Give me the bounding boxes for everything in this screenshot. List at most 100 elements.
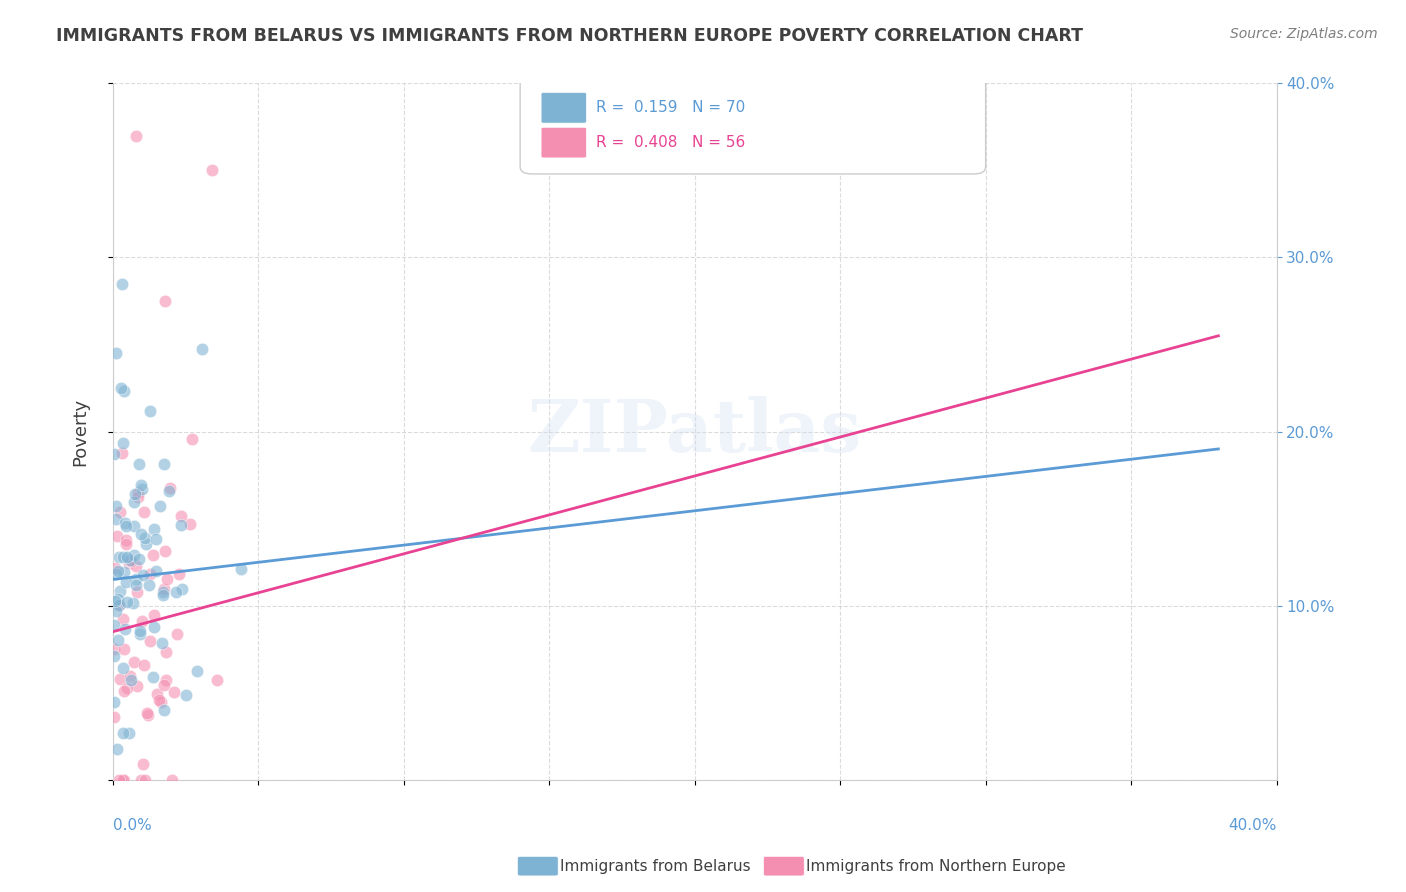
Point (132, 757, 155, 772)
Point (114, 516, 136, 531)
Point (155, 645, 177, 659)
Point (124, 487, 146, 501)
Point (110, 506, 132, 520)
Point (201, 163, 224, 178)
Point (179, 516, 201, 531)
Point (136, 708, 159, 723)
Point (124, 655, 146, 669)
Point (134, 657, 156, 672)
FancyBboxPatch shape (541, 93, 586, 123)
Point (129, 477, 152, 491)
Point (145, 564, 167, 578)
Point (135, 537, 157, 551)
Point (125, 679, 148, 693)
Point (110, 583, 132, 598)
Point (103, 618, 125, 632)
Point (107, 599, 129, 613)
Point (104, 594, 127, 608)
Point (117, 595, 139, 609)
Point (112, 549, 135, 564)
Point (128, 552, 150, 566)
Point (166, 627, 188, 641)
Point (172, 582, 194, 597)
Point (112, 566, 135, 580)
Point (152, 457, 174, 471)
Point (160, 772, 183, 787)
Point (143, 522, 166, 536)
Point (118, 726, 141, 740)
Point (156, 572, 179, 586)
Point (104, 603, 127, 617)
Point (127, 485, 149, 500)
Point (125, 578, 148, 592)
Point (108, 549, 131, 564)
Point (103, 649, 125, 664)
Point (229, 562, 252, 576)
Text: R =  0.159   N = 70: R = 0.159 N = 70 (596, 100, 745, 115)
Point (107, 633, 129, 648)
Point (155, 673, 177, 687)
Point (104, 561, 127, 575)
Point (115, 681, 138, 695)
Text: Source: ZipAtlas.com: Source: ZipAtlas.com (1230, 27, 1378, 41)
Point (150, 694, 173, 708)
Point (104, 346, 127, 360)
Point (103, 641, 125, 656)
Point (122, 549, 145, 563)
Point (174, 689, 197, 703)
Point (153, 544, 176, 558)
Point (134, 531, 156, 545)
Point (138, 567, 160, 582)
Point (104, 499, 127, 513)
Point (128, 457, 150, 471)
Point (103, 710, 125, 724)
Point (108, 672, 131, 686)
Text: 40.0%: 40.0% (1229, 818, 1277, 833)
Point (142, 620, 165, 634)
Point (114, 622, 136, 636)
Point (136, 706, 159, 721)
Point (112, 684, 135, 698)
Point (181, 432, 204, 446)
FancyBboxPatch shape (541, 128, 586, 158)
Text: R =  0.408   N = 56: R = 0.408 N = 56 (596, 135, 745, 150)
Point (124, 572, 146, 586)
Point (153, 678, 176, 692)
Point (111, 436, 134, 450)
Point (122, 597, 145, 611)
Point (149, 499, 172, 513)
Point (107, 591, 129, 606)
Text: Immigrants from Northern Europe: Immigrants from Northern Europe (806, 859, 1066, 873)
Point (153, 582, 176, 596)
Point (112, 612, 135, 626)
Point (114, 519, 136, 533)
Point (131, 614, 153, 628)
Point (131, 527, 153, 541)
Point (112, 772, 135, 787)
Point (131, 772, 153, 787)
Point (105, 566, 128, 581)
Point (105, 529, 128, 543)
Point (145, 533, 167, 547)
Point (139, 634, 162, 648)
Point (170, 509, 193, 524)
Point (125, 558, 148, 573)
Point (122, 519, 145, 533)
Point (132, 568, 155, 582)
Text: IMMIGRANTS FROM BELARUS VS IMMIGRANTS FROM NORTHERN EUROPE POVERTY CORRELATION C: IMMIGRANTS FROM BELARUS VS IMMIGRANTS FR… (56, 27, 1083, 45)
Point (118, 556, 141, 570)
Y-axis label: Poverty: Poverty (72, 398, 89, 466)
Point (159, 482, 181, 496)
Point (152, 585, 174, 599)
FancyBboxPatch shape (520, 77, 986, 174)
Point (139, 404, 162, 418)
Point (108, 598, 131, 612)
Point (152, 588, 174, 602)
Point (127, 490, 149, 504)
Point (163, 685, 186, 699)
Point (114, 533, 136, 547)
Point (110, 277, 132, 291)
Point (167, 566, 190, 581)
Point (115, 537, 138, 551)
Point (112, 641, 135, 656)
